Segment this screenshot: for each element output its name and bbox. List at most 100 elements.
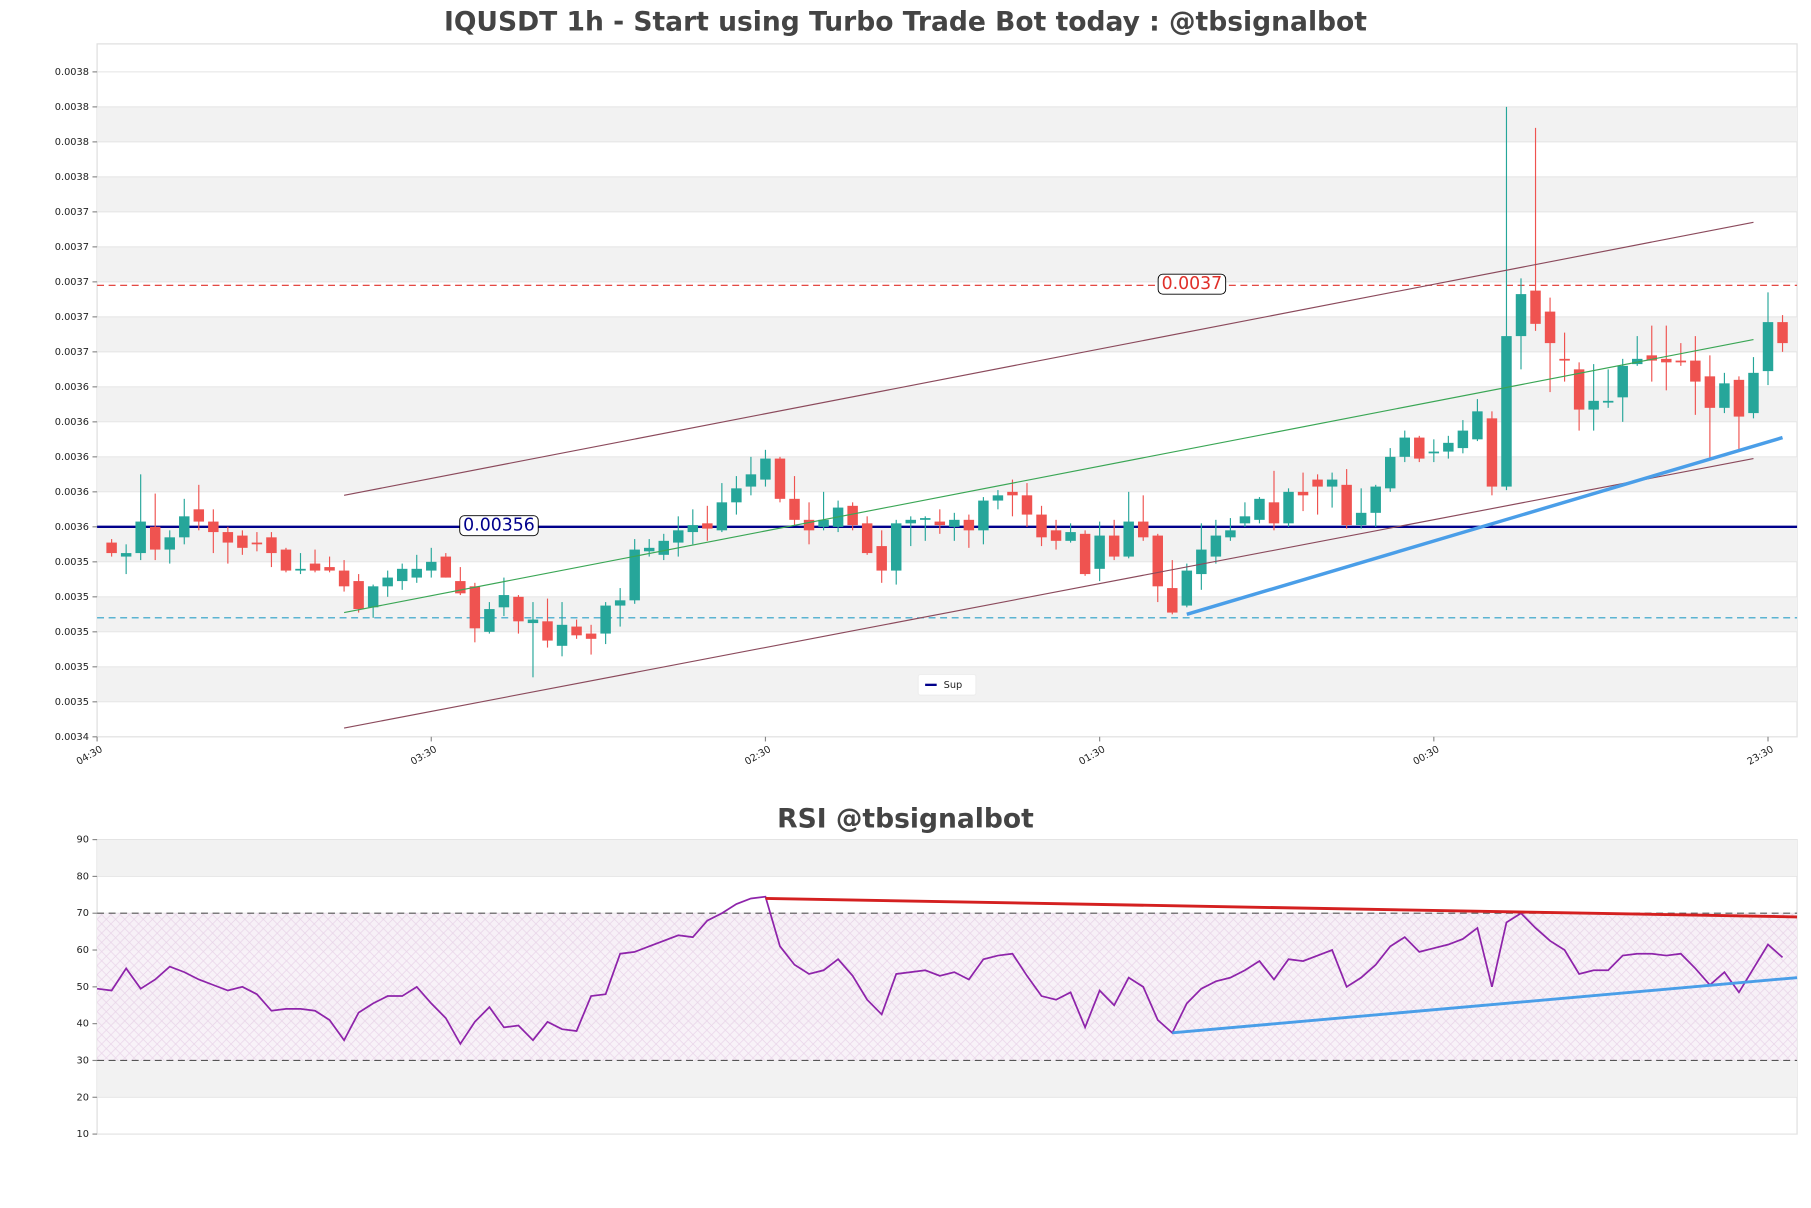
y-tick-label: 0.0036: [55, 452, 89, 463]
candle-body: [411, 568, 422, 578]
grid-band: [97, 456, 1798, 492]
candle-body: [1210, 535, 1222, 557]
candle-body: [774, 458, 786, 499]
legend-label: Sup: [944, 680, 963, 691]
candle-body: [542, 621, 553, 641]
candle-body: [1748, 372, 1759, 414]
candle-body: [1021, 495, 1033, 515]
candle-body: [426, 561, 437, 571]
candle-body: [890, 523, 902, 571]
candle-body: [1733, 379, 1745, 417]
grid-band: [97, 1060, 1798, 1098]
y-tick-label: 0.0035: [55, 592, 89, 603]
candle-body: [498, 595, 510, 608]
candle-body: [1602, 400, 1614, 403]
x-tick-label: 00:30: [1411, 744, 1441, 768]
candle-body: [237, 535, 248, 548]
candle-body: [353, 581, 364, 610]
candle-body: [1573, 369, 1585, 410]
candle-body: [643, 547, 655, 552]
y-tick-label: 0.0038: [55, 102, 89, 113]
candle-body: [280, 549, 292, 571]
candle-body: [1370, 486, 1381, 513]
candle-body: [1675, 360, 1687, 363]
candle-body: [1777, 322, 1788, 344]
candle-body: [1341, 484, 1352, 526]
level-label-box: [1157, 273, 1227, 295]
y-tick-label: 0.0038: [55, 67, 89, 78]
candle-body: [861, 523, 873, 554]
x-tick-label: 02:30: [743, 744, 773, 768]
trend-line: [343, 339, 1754, 614]
candle-body: [1007, 491, 1018, 496]
candle-body: [193, 509, 205, 522]
y-tick-label: 30: [77, 1055, 89, 1066]
candle-body: [556, 624, 568, 646]
candle-body: [295, 568, 306, 571]
x-tick-label: 03:30: [409, 744, 439, 768]
candle-body: [905, 519, 916, 524]
candle-body: [1515, 294, 1527, 337]
candle-body: [1283, 491, 1294, 524]
candle-body: [1414, 437, 1425, 459]
candle-body: [760, 458, 771, 480]
candle-body: [1094, 535, 1105, 569]
candle-body: [818, 519, 829, 527]
candle-body: [934, 521, 946, 526]
y-tick-label: 0.0035: [55, 557, 89, 568]
candle-body: [1036, 514, 1047, 538]
candle-body: [1196, 549, 1207, 575]
candle-body: [1137, 521, 1149, 538]
level-label-box: [459, 515, 539, 537]
legend-box: [917, 673, 977, 696]
chart-title: IQUSDT 1h - Start using Turbo Trade Bot …: [444, 7, 1367, 38]
candle-body: [179, 516, 190, 538]
rsi-band: [97, 913, 1798, 1061]
candle-body: [614, 600, 626, 606]
candle-body: [1254, 498, 1265, 520]
candle-body: [585, 633, 597, 639]
candle-body: [222, 532, 234, 543]
candle-body: [1617, 365, 1628, 398]
candle-body: [120, 553, 132, 557]
candle-body: [164, 537, 175, 550]
candle-body: [978, 500, 989, 531]
candle-body: [1486, 418, 1498, 487]
y-tick-label: 0.0035: [55, 627, 89, 638]
candle-body: [1181, 570, 1193, 606]
y-tick-label: 90: [77, 835, 89, 846]
level-label-text: 0.0037: [1162, 274, 1223, 294]
y-tick-label: 70: [77, 908, 89, 919]
candle-body: [1457, 430, 1469, 449]
candle-body: [673, 530, 684, 543]
grid-band: [97, 386, 1798, 422]
candle-body: [208, 521, 219, 533]
candle-body: [1123, 521, 1134, 557]
y-tick-label: 50: [77, 982, 89, 993]
y-tick-label: 40: [77, 1019, 89, 1030]
y-tick-label: 0.0038: [55, 172, 89, 183]
candle-body: [382, 577, 393, 587]
candle-body: [658, 540, 669, 555]
candle-body: [338, 570, 350, 587]
y-tick-label: 80: [77, 871, 89, 882]
grid-band: [97, 246, 1798, 282]
x-tick-label: 23:30: [1746, 744, 1776, 768]
x-tick-label: 01:30: [1077, 744, 1107, 768]
grid-band: [97, 106, 1798, 142]
candle-body: [1225, 530, 1236, 538]
candle-body: [745, 474, 757, 487]
candle-body: [396, 568, 408, 582]
y-tick-label: 0.0035: [55, 697, 89, 708]
candle-body: [1312, 479, 1323, 487]
candle-body: [1385, 456, 1396, 489]
candle-body: [1719, 383, 1730, 408]
trend-line: [1186, 435, 1784, 616]
candle-body: [135, 521, 146, 554]
y-tick-label: 0.0036: [55, 487, 89, 498]
y-tick-label: 0.0034: [55, 732, 89, 743]
y-tick-label: 0.0038: [55, 137, 89, 148]
candle-body: [1762, 322, 1774, 372]
candle-body: [1167, 588, 1178, 613]
